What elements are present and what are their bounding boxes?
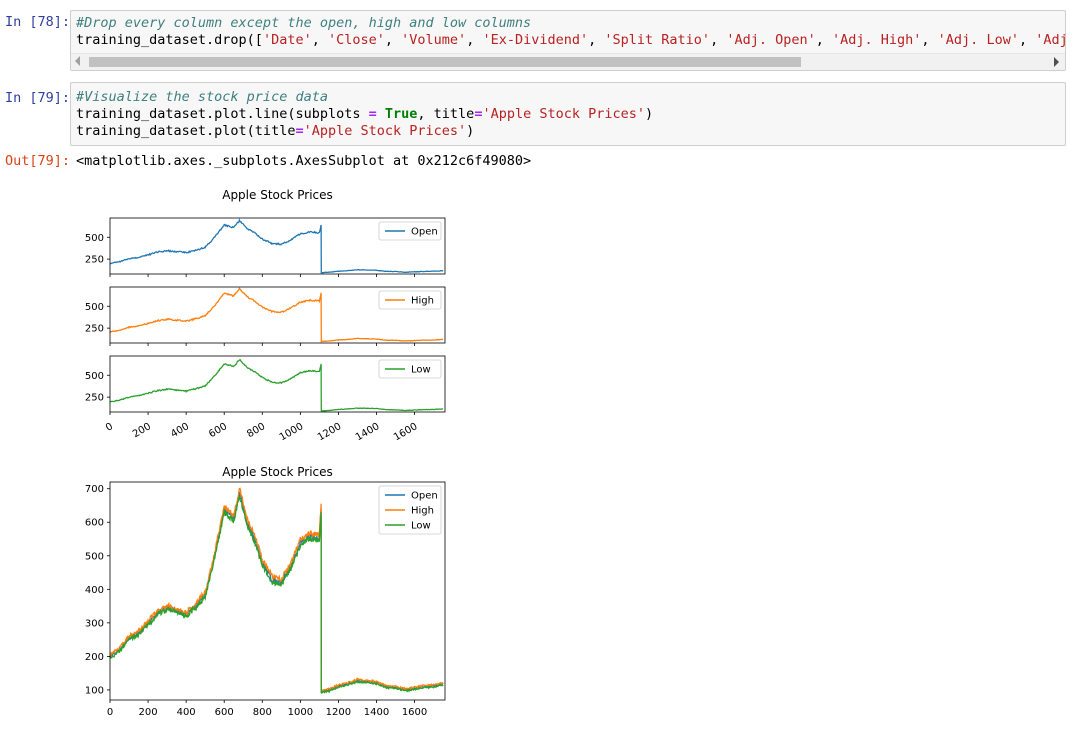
y-tick-label: 100	[85, 685, 104, 696]
x-tick-label: 200	[131, 421, 153, 440]
code-string: 'Adj. Close	[1035, 32, 1065, 48]
code-text-79[interactable]: #Visualize the stock price data training…	[71, 83, 1065, 143]
x-tick-label: 0	[104, 421, 115, 434]
code-text-78[interactable]: #Drop every column except the open, high…	[71, 11, 1065, 52]
y-tick-label: 500	[85, 302, 104, 313]
legend-box	[378, 485, 442, 535]
x-tick-label: 400	[177, 707, 196, 718]
code-text: )	[645, 106, 654, 122]
legend-box	[378, 221, 442, 241]
y-tick-label: 500	[85, 551, 104, 562]
subplots-chart: Apple Stock Prices 250 500 Open 250 500 High 25…	[85, 188, 446, 443]
series-line-high	[109, 287, 444, 343]
output-text: <matplotlib.axes._subplots.AxesSubplot a…	[76, 153, 532, 169]
combined-chart: Apple Stock Prices 100 200 300 400 500 600 700 0…	[85, 465, 446, 718]
legend-label: High	[411, 506, 434, 517]
x-tick-label: 1000	[278, 421, 306, 440]
x-tick-label: 1000	[288, 707, 313, 718]
x-tick-label: 1200	[316, 421, 344, 440]
legend-label: High	[411, 296, 434, 307]
x-tick-label: 0	[107, 707, 113, 718]
code-string: 'Date'	[262, 32, 312, 48]
chart-title: Apple Stock Prices	[222, 188, 333, 202]
subplot-frame	[109, 217, 446, 275]
x-tick-label: 800	[245, 421, 267, 440]
x-tick-label: 1400	[364, 707, 389, 718]
input-prompt-79: In [79]:	[5, 90, 71, 106]
legend-label: Open	[411, 227, 438, 238]
code-string: 'Volume'	[401, 32, 467, 48]
legend-box	[378, 359, 442, 379]
series-line-open	[109, 218, 444, 274]
legend-box	[378, 290, 442, 310]
y-tick-label: 500	[85, 371, 104, 382]
x-tick-label: 400	[169, 421, 191, 440]
x-tick-label: 600	[215, 707, 234, 718]
x-tick-label: 1200	[326, 707, 351, 718]
scroll-left-arrow-icon[interactable]	[75, 56, 80, 66]
y-tick-label: 600	[85, 518, 104, 529]
legend-label: Open	[411, 491, 438, 502]
input-prompt-78: In [78]:	[5, 14, 71, 30]
scroll-right-arrow-icon[interactable]	[1054, 57, 1059, 67]
x-tick-label: 1600	[402, 707, 427, 718]
code-string: 'Adj. Low'	[937, 32, 1019, 48]
series-line-low	[109, 495, 444, 694]
code-string: 'Apple Stock Prices'	[303, 123, 467, 139]
output-prompt-79: Out[79]:	[5, 153, 71, 169]
code-operator: =	[368, 106, 377, 122]
code-operator: =	[474, 106, 483, 122]
code-text: training_dataset.plot.line(subplots	[76, 106, 369, 122]
x-tick-label: 200	[139, 707, 158, 718]
code-text: )	[466, 123, 475, 139]
legend-label: Low	[411, 365, 431, 376]
legend-low: Low	[378, 359, 442, 379]
subplot-frame	[109, 286, 446, 344]
series-line-low	[109, 359, 444, 412]
horizontal-scrollbar[interactable]	[71, 53, 1065, 70]
code-operator: =	[295, 123, 304, 139]
subplot-frame	[109, 355, 446, 413]
y-tick-label: 250	[85, 324, 104, 335]
code-string: 'Adj. High'	[832, 32, 922, 48]
combined-figure: Apple Stock Prices 100 200 300 400 500 600 700 0…	[70, 460, 470, 734]
code-string: 'Close'	[327, 32, 385, 48]
x-tick-label: 600	[207, 421, 229, 440]
scroll-thumb[interactable]	[89, 57, 801, 67]
code-prefix: training_dataset.drop([	[76, 32, 263, 48]
y-tick-label: 250	[85, 255, 104, 266]
x-tick-label: 1400	[354, 421, 382, 440]
legend: Open High Low	[378, 485, 442, 535]
code-string: 'Split Ratio'	[604, 32, 711, 48]
y-tick-label: 500	[85, 233, 104, 244]
code-comment: #Drop every column except the open, high…	[76, 15, 532, 31]
code-editor-79[interactable]: #Visualize the stock price data training…	[70, 82, 1066, 146]
y-tick-label: 300	[85, 618, 104, 629]
series-line-high	[109, 487, 444, 694]
legend-high: High	[378, 290, 442, 310]
code-editor-78[interactable]: #Drop every column except the open, high…	[70, 10, 1066, 71]
code-text: , title	[417, 106, 475, 122]
code-keyword: True	[384, 106, 418, 122]
code-string: 'Adj. Open'	[726, 32, 816, 48]
subplots-figure: Apple Stock Prices 250 500 Open 250 500 High 25…	[70, 180, 470, 444]
chart-title: Apple Stock Prices	[222, 465, 333, 479]
x-tick-label: 1600	[392, 421, 420, 440]
legend-label: Low	[411, 521, 431, 532]
y-tick-label: 700	[85, 484, 104, 495]
code-string: 'Apple Stock Prices'	[482, 106, 646, 122]
code-comment: #Visualize the stock price data	[76, 89, 328, 105]
y-tick-label: 200	[85, 652, 104, 663]
code-text: training_dataset.plot(title	[76, 123, 296, 139]
code-string: 'Ex-Dividend'	[482, 32, 589, 48]
x-tick-label: 800	[253, 707, 272, 718]
plot-frame	[109, 481, 446, 701]
y-tick-label: 400	[85, 585, 104, 596]
legend-open: Open	[378, 221, 442, 241]
y-tick-label: 250	[85, 393, 104, 404]
